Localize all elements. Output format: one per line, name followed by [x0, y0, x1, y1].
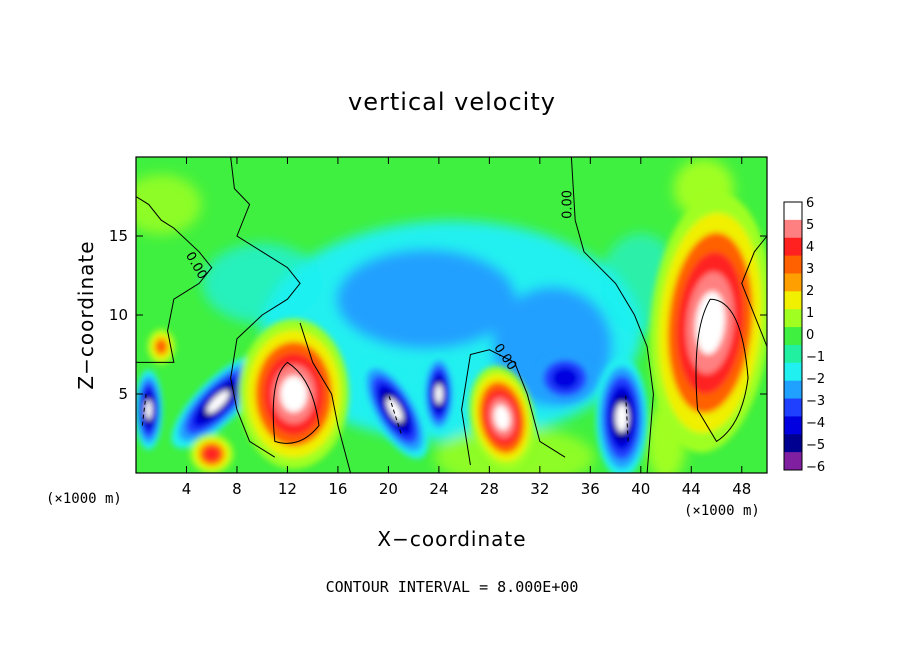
y-axis: 5 10 15	[109, 227, 767, 403]
updraft-4	[189, 434, 234, 473]
colorbar-swatch	[784, 452, 802, 471]
colorbar-swatch	[784, 327, 802, 346]
colorbar-label: 3	[806, 262, 814, 277]
downdraft-3	[361, 360, 429, 459]
colorbar-swatch	[784, 309, 802, 328]
zero-contour	[461, 349, 566, 466]
updraft-3-band	[695, 291, 725, 355]
positive-contour	[272, 361, 320, 444]
downdraft-2-band	[145, 400, 153, 420]
colorbar-label: 4	[806, 240, 814, 255]
updraft-2-band	[494, 405, 510, 431]
x-tick-label: 16	[328, 480, 347, 498]
colorbar-label: 0	[806, 328, 814, 343]
zero-contour	[299, 322, 352, 473]
x-tick-label: 12	[278, 480, 297, 498]
colorbar-swatch	[784, 344, 802, 364]
colorbar-swatch	[784, 291, 802, 310]
field-region	[136, 174, 202, 235]
colorbar-swatch	[784, 380, 802, 400]
x-tick-label: 20	[379, 480, 398, 498]
velocity-field: 0.000.000.00	[136, 157, 767, 473]
x-unit-right: (×1000 m)	[684, 503, 760, 519]
downdraft-2	[136, 369, 163, 450]
colorbar-swatch	[784, 362, 802, 382]
downdraft-1-band	[206, 390, 230, 414]
y-tick-label: 15	[109, 227, 128, 245]
negative-contour	[141, 393, 147, 426]
x-axis: 4 8 12 16 20 24 28 32 36 40 44 48	[182, 157, 751, 498]
x-tick-label: 44	[682, 480, 701, 498]
y-tick-label: 10	[109, 306, 128, 324]
colorbar-label: −4	[806, 416, 825, 431]
contour-lines	[136, 157, 767, 473]
colorbar-label: 5	[806, 218, 814, 233]
downdraft-6	[535, 353, 596, 404]
updraft-5-band	[155, 338, 168, 355]
y-axis-label: Z−coordinate	[74, 240, 98, 390]
field-region	[202, 243, 323, 324]
zero-contour	[136, 196, 213, 363]
colorbar-swatch	[784, 273, 802, 292]
colorbar-label: −3	[806, 394, 825, 409]
updraft-3	[649, 193, 767, 453]
updraft-1-band	[280, 375, 308, 413]
field-sharp-layer	[136, 193, 767, 473]
colorbar-label: 2	[806, 284, 814, 299]
updraft-4-band	[204, 447, 220, 461]
colorbar-label: −6	[806, 460, 825, 475]
colorbar-swatch	[784, 255, 802, 274]
x-tick-label: 40	[631, 480, 650, 498]
colorbar-swatch	[784, 219, 802, 239]
y-tick-label: 5	[118, 385, 128, 403]
colorbar-frame	[783, 201, 803, 471]
downdraft-3-band	[386, 397, 403, 422]
downdraft-5-band	[615, 403, 629, 433]
colorbar-label: −2	[806, 372, 825, 387]
colorbar-swatch	[784, 202, 802, 221]
downdraft-4	[422, 354, 455, 434]
positive-contour	[695, 298, 749, 443]
updraft-5	[147, 328, 176, 365]
colorbar-label: 1	[806, 306, 814, 321]
x-tick-label: 48	[732, 480, 751, 498]
x-tick-label: 36	[581, 480, 600, 498]
zero-contour	[741, 235, 767, 347]
field-region	[336, 249, 517, 350]
x-tick-label: 4	[182, 480, 192, 498]
contour-label: 0.00	[560, 190, 575, 219]
colorbar-label: −5	[806, 438, 825, 453]
colorbar-label: 6	[806, 196, 814, 211]
colorbar-swatch	[784, 398, 802, 417]
colorbar-swatch	[784, 434, 802, 453]
downdraft-5	[595, 357, 648, 473]
x-tick-label: 24	[429, 480, 448, 498]
updraft-1	[238, 319, 349, 469]
x-tick-label: 28	[480, 480, 499, 498]
zero-contour	[570, 157, 654, 473]
x-axis-label: X−coordinate	[377, 527, 527, 551]
updraft-2	[469, 366, 535, 470]
downdraft-6-band	[551, 367, 579, 390]
x-unit-left: (×1000 m)	[46, 491, 122, 507]
chart-title: vertical velocity	[348, 88, 556, 116]
downdraft-4-band	[435, 384, 443, 404]
x-tick-label: 32	[530, 480, 549, 498]
colorbar-swatch	[784, 237, 802, 257]
zero-contour	[230, 157, 301, 458]
contour-interval-text: CONTOUR INTERVAL = 8.000E+00	[325, 578, 579, 596]
colorbar: 6 5 4 3 2 1 0 −1 −2 −3 −4 −5 −6	[783, 196, 825, 475]
colorbar-swatch	[784, 416, 802, 435]
x-tick-label: 8	[232, 480, 242, 498]
colorbar-label: −1	[806, 350, 825, 365]
negative-contour	[625, 393, 629, 442]
